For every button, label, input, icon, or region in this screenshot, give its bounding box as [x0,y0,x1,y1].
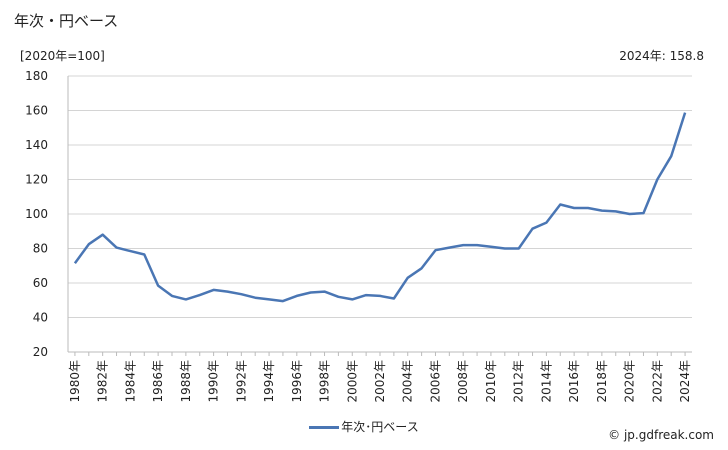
x-tick-label: 1988年 [179,360,193,403]
x-tick-label: 1990年 [207,360,221,403]
legend-swatch [309,426,340,429]
x-tick-label: 1986年 [151,360,165,403]
grid-lines [68,75,692,353]
series-group [73,112,687,303]
x-tick-label: 1980年 [68,360,82,403]
y-tick-label: 60 [33,276,48,290]
y-tick-label: 80 [33,242,48,256]
x-tick-label: 2018年 [595,360,609,403]
y-tick-labels: 20 40 60 80 100 120 140 160 180 [25,69,48,359]
x-tick-label: 2012年 [512,360,526,403]
x-tick-label: 2010年 [484,360,498,403]
x-tick-label: 1994年 [262,360,276,403]
y-tick-label: 100 [25,207,48,221]
x-tick-label: 1996年 [290,360,304,403]
axes [67,76,692,356]
x-tick-label: 2002年 [373,360,387,403]
unit-label: [2020年=100] [20,49,105,63]
legend-label: 年次･円ベース [341,420,419,434]
x-tick-labels: 1980年 1982年 1984年 1986年 1988年 1990年 1992年 1994年… [68,360,692,403]
chart-title: 年次・円ベース [14,12,119,30]
legend: 年次･円ベース [0,418,728,435]
x-tick-label: 1982年 [96,360,110,403]
x-tick-label: 1984年 [123,360,137,403]
y-tick-label: 120 [25,173,48,187]
x-tick-label: 2016年 [567,360,581,403]
y-tick-label: 20 [33,345,48,359]
x-tick-label: 2014年 [539,360,553,403]
y-tick-label: 160 [25,104,48,118]
y-tick-label: 40 [33,311,48,325]
x-tick-label: 2004年 [401,360,415,403]
source-credit: © jp.gdfreak.com [608,428,714,442]
y-tick-label: 180 [25,69,48,83]
y-tick-label: 140 [25,138,48,152]
x-tick-label: 2006年 [428,360,442,403]
x-tick-label: 2022年 [650,360,664,403]
x-tick-label: 1992年 [234,360,248,403]
x-tick-label: 2020年 [623,360,637,403]
x-tick-label: 2000年 [345,360,359,403]
x-tick-label: 1998年 [318,360,332,403]
series-line [73,112,687,303]
latest-value-label: 2024年: 158.8 [619,49,704,63]
x-tick-label: 2008年 [456,360,470,403]
x-tick-label: 2024年 [678,360,692,403]
